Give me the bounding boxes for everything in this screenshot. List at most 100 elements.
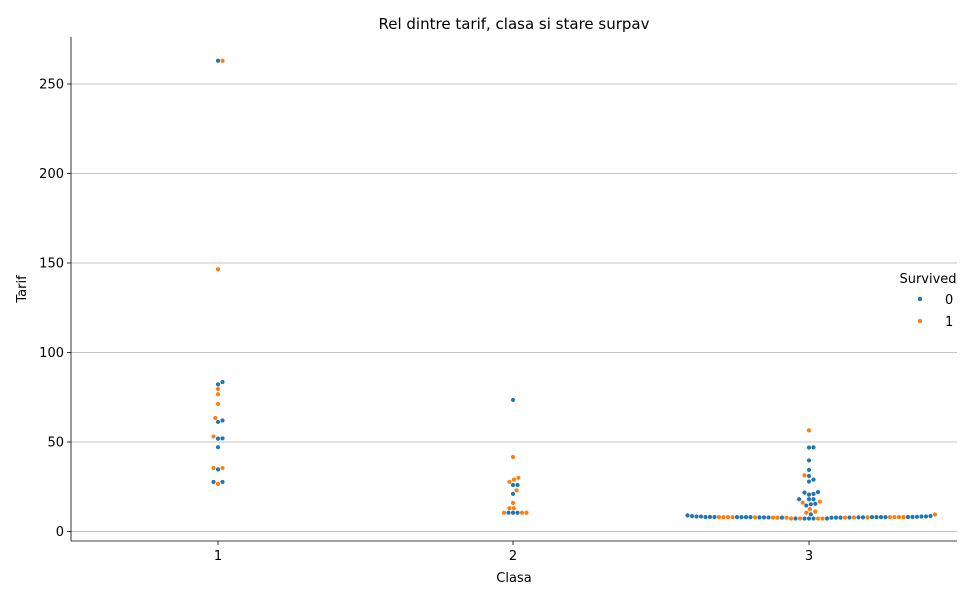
data-point-survived-1 xyxy=(501,510,507,515)
data-point-survived-1 xyxy=(815,516,821,521)
data-point-survived-0 xyxy=(923,514,929,519)
y-tick-label: 50 xyxy=(47,436,64,451)
data-point-survived-1 xyxy=(215,401,221,406)
legend-marker-1 xyxy=(917,318,923,324)
data-point-survived-1 xyxy=(211,434,216,439)
data-point-survived-0 xyxy=(757,515,762,520)
data-point-survived-0 xyxy=(829,515,834,520)
data-point-survived-0 xyxy=(802,490,807,495)
data-point-survived-0 xyxy=(919,514,924,519)
legend-label-1: 1 xyxy=(945,315,953,330)
data-point-survived-0 xyxy=(797,497,802,502)
data-point-survived-1 xyxy=(804,510,809,515)
data-point-survived-1 xyxy=(807,507,813,512)
data-point-survived-0 xyxy=(211,479,216,485)
data-point-survived-1 xyxy=(511,477,516,482)
data-point-survived-0 xyxy=(707,514,713,520)
data-point-survived-1 xyxy=(721,514,726,520)
data-point-survived-0 xyxy=(806,445,812,450)
data-point-survived-0 xyxy=(804,503,809,508)
data-point-survived-1 xyxy=(802,473,807,478)
data-point-survived-1 xyxy=(215,386,221,392)
x-ticks: 1 2 3 xyxy=(214,541,813,564)
y-tick-label: 200 xyxy=(39,167,64,182)
legend: Survived 0 1 xyxy=(899,272,956,330)
data-point-survived-1 xyxy=(775,515,780,520)
data-point-survived-0 xyxy=(806,458,812,463)
data-point-survived-0 xyxy=(743,514,749,520)
data-point-survived-0 xyxy=(748,514,753,520)
data-point-survived-0 xyxy=(811,516,816,521)
data-point-survived-0 xyxy=(811,445,816,450)
data-point-survived-1 xyxy=(901,514,906,520)
data-point-survived-0 xyxy=(883,514,888,520)
data-point-survived-0 xyxy=(766,515,771,520)
data-point-survived-1 xyxy=(788,516,794,521)
data-point-survived-1 xyxy=(524,510,529,515)
data-point-survived-0 xyxy=(694,514,699,519)
data-point-survived-0 xyxy=(215,445,221,450)
data-point-survived-0 xyxy=(806,473,812,479)
data-point-survived-0 xyxy=(793,516,798,521)
data-point-survived-0 xyxy=(905,514,911,520)
data-point-survived-0 xyxy=(910,514,915,520)
data-point-survived-0 xyxy=(811,491,816,497)
data-point-survived-0 xyxy=(220,436,225,441)
legend-marker-0 xyxy=(917,296,923,302)
data-point-survived-0 xyxy=(811,497,816,502)
data-point-survived-0 xyxy=(220,379,225,385)
data-point-survived-0 xyxy=(215,419,221,425)
data-point-survived-1 xyxy=(730,514,735,520)
data-point-survived-1 xyxy=(725,514,731,520)
data-point-survived-0 xyxy=(833,515,839,520)
data-point-survived-0 xyxy=(734,514,740,520)
data-point-survived-1 xyxy=(220,58,225,63)
legend-title: Survived xyxy=(899,272,956,287)
data-point-survived-0 xyxy=(806,479,812,484)
data-point-survived-0 xyxy=(824,516,830,521)
data-point-survived-0 xyxy=(779,515,785,520)
data-point-survived-1 xyxy=(865,515,870,520)
data-point-survived-1 xyxy=(510,454,516,460)
data-point-survived-0 xyxy=(712,514,717,520)
data-point-survived-0 xyxy=(510,510,516,515)
data-point-survived-1 xyxy=(752,515,758,520)
x-axis-label: Clasa xyxy=(496,571,531,586)
data-point-survived-0 xyxy=(914,514,920,519)
data-point-survived-0 xyxy=(806,492,812,497)
chart-title: Rel dintre tarif, clasa si stare surpav xyxy=(379,15,650,33)
data-point-survived-1 xyxy=(806,428,812,433)
data-point-survived-1 xyxy=(820,516,825,521)
data-point-survived-0 xyxy=(813,501,818,506)
data-point-survived-0 xyxy=(806,516,812,521)
data-point-survived-0 xyxy=(510,397,516,403)
data-point-survived-1 xyxy=(784,515,789,520)
data-point-survived-0 xyxy=(847,515,852,520)
data-point-survived-0 xyxy=(928,513,933,519)
legend-label-0: 0 xyxy=(945,293,953,308)
y-tick-label: 250 xyxy=(39,78,64,93)
data-point-survived-1 xyxy=(519,510,525,515)
data-point-survived-1 xyxy=(817,499,822,504)
data-point-survived-0 xyxy=(739,514,744,520)
data-point-survived-1 xyxy=(211,465,216,471)
data-point-survived-1 xyxy=(797,516,803,521)
data-point-survived-1 xyxy=(851,515,857,520)
data-point-survived-0 xyxy=(869,514,875,520)
data-point-survived-0 xyxy=(808,502,813,507)
y-tick-label: 150 xyxy=(39,257,64,272)
data-point-survived-0 xyxy=(808,512,813,517)
gridlines xyxy=(71,83,957,532)
data-point-survived-0 xyxy=(802,516,807,521)
data-point-survived-0 xyxy=(515,510,520,515)
x-tick-label: 1 xyxy=(214,549,222,564)
data-point-survived-1 xyxy=(507,479,512,485)
x-tick-label: 2 xyxy=(509,549,517,564)
data-point-survived-0 xyxy=(761,515,767,520)
data-point-survived-0 xyxy=(510,482,516,488)
data-point-survived-0 xyxy=(860,515,866,520)
data-point-survived-1 xyxy=(215,267,221,272)
data-point-survived-0 xyxy=(878,514,884,520)
data-point-survived-1 xyxy=(510,500,516,505)
